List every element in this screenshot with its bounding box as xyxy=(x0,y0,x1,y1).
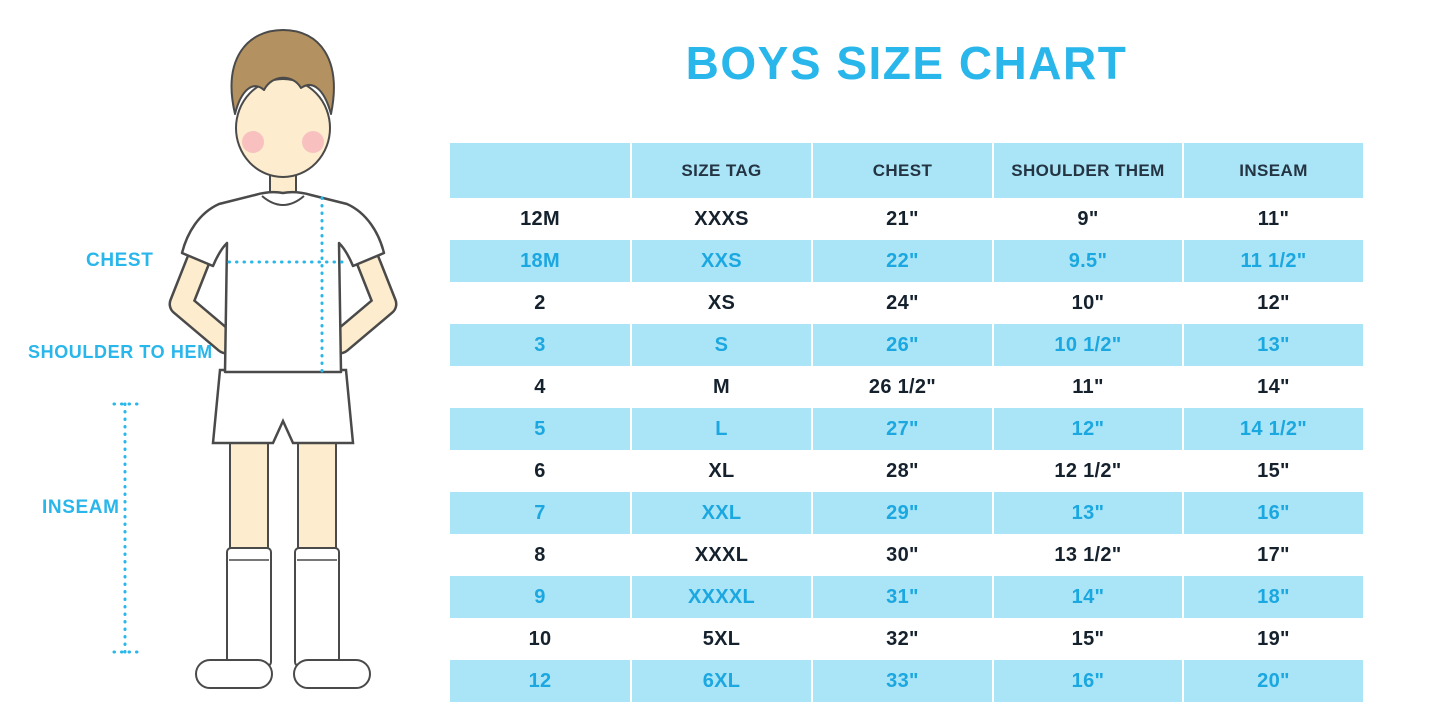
table-cell: 13" xyxy=(992,492,1183,534)
shorts xyxy=(211,368,355,445)
table-cell: 26 1/2" xyxy=(811,366,993,408)
size-table-header: SIZE TAG CHEST SHOULDER THEM INSEAM xyxy=(450,143,1363,198)
table-cell: 29" xyxy=(811,492,993,534)
table-cell: 9.5" xyxy=(992,240,1183,282)
table-cell: 33" xyxy=(811,660,993,702)
table-cell: 7 xyxy=(450,492,631,534)
collar xyxy=(261,195,305,206)
socks xyxy=(195,547,371,689)
measurement-diagram: CHEST SHOULDER TO HEM INSEAM xyxy=(0,0,450,723)
size-chart-section: BOYS SIZE CHART SIZE TAG CHEST SHOULDER TH… xyxy=(450,0,1363,723)
table-cell: 27" xyxy=(811,408,993,450)
table-cell: XXXXL xyxy=(630,576,812,618)
table-cell: 12 1/2" xyxy=(992,450,1183,492)
table-cell: 6 xyxy=(450,450,631,492)
table-cell: XXXL xyxy=(630,534,812,576)
table-cell: XXS xyxy=(630,240,812,282)
table-cell: 13" xyxy=(1182,324,1363,366)
table-cell: 24" xyxy=(811,282,993,324)
table-cell: L xyxy=(630,408,812,450)
table-row: 8 XXXL 30" 13 1/2" 17" xyxy=(450,534,1363,576)
table-cell: 16" xyxy=(1182,492,1363,534)
table-cell: 22" xyxy=(811,240,993,282)
table-cell: S xyxy=(630,324,812,366)
table-row: 12M XXXS 21" 9" 11" xyxy=(450,198,1363,240)
table-cell: 5XL xyxy=(630,618,812,660)
table-cell: 15" xyxy=(1182,450,1363,492)
table-cell: 20" xyxy=(1182,660,1363,702)
table-row: 18M XXS 22" 9.5" 11 1/2" xyxy=(450,240,1363,282)
column-header: INSEAM xyxy=(1182,143,1363,198)
left-foot xyxy=(195,659,273,689)
size-table: SIZE TAG CHEST SHOULDER THEM INSEAM 12M XXXS… xyxy=(450,143,1363,702)
table-cell: 10 1/2" xyxy=(992,324,1183,366)
table-cell: 17" xyxy=(1182,534,1363,576)
table-cell: 30" xyxy=(811,534,993,576)
table-cell: XL xyxy=(630,450,812,492)
table-row: 7 XXL 29" 13" 16" xyxy=(450,492,1363,534)
table-cell: 4 xyxy=(450,366,631,408)
face xyxy=(235,78,331,178)
column-header xyxy=(450,143,631,198)
chest-label: CHEST xyxy=(86,250,154,271)
table-cell: 3 xyxy=(450,324,631,366)
column-header: SHOULDER THEM xyxy=(992,143,1183,198)
table-cell: 26" xyxy=(811,324,993,366)
shoulder-to-hem-label: SHOULDER TO HEM xyxy=(28,342,213,362)
table-row: 10 5XL 32" 15" 19" xyxy=(450,618,1363,660)
size-table-body: 12M XXXS 21" 9" 11" 18M XXS 22" 9.5" 11 1/2" 2 XS 24… xyxy=(450,198,1363,702)
table-cell: XXL xyxy=(630,492,812,534)
table-cell: 12" xyxy=(992,408,1183,450)
table-cell: M xyxy=(630,366,812,408)
inseam-label: INSEAM xyxy=(42,497,120,518)
table-cell: 10" xyxy=(992,282,1183,324)
table-cell: 12M xyxy=(450,198,631,240)
table-row: 2 XS 24" 10" 12" xyxy=(450,282,1363,324)
table-cell: 14" xyxy=(1182,366,1363,408)
table-cell: 19" xyxy=(1182,618,1363,660)
table-cell: XS xyxy=(630,282,812,324)
table-cell: 31" xyxy=(811,576,993,618)
column-header: CHEST xyxy=(811,143,993,198)
table-row: 4 M 26 1/2" 11" 14" xyxy=(450,366,1363,408)
table-row: 3 S 26" 10 1/2" 13" xyxy=(450,324,1363,366)
table-cell: 12" xyxy=(1182,282,1363,324)
table-cell: 9" xyxy=(992,198,1183,240)
table-cell: 11" xyxy=(992,366,1183,408)
table-cell: 11" xyxy=(1182,198,1363,240)
boy-figure-illustration xyxy=(112,29,398,689)
table-cell: 15" xyxy=(992,618,1183,660)
table-row: 5 L 27" 12" 14 1/2" xyxy=(450,408,1363,450)
table-row: 9 XXXXL 31" 14" 18" xyxy=(450,576,1363,618)
left-cheek xyxy=(242,131,264,153)
table-cell: 14" xyxy=(992,576,1183,618)
table-cell: 16" xyxy=(992,660,1183,702)
table-cell: 5 xyxy=(450,408,631,450)
table-cell: 11 1/2" xyxy=(1182,240,1363,282)
table-row: 12 6XL 33" 16" 20" xyxy=(450,660,1363,702)
table-cell: 9 xyxy=(450,576,631,618)
table-cell: 18M xyxy=(450,240,631,282)
hair xyxy=(230,29,335,115)
page-title: BOYS SIZE CHART xyxy=(685,37,1128,89)
table-cell: 18" xyxy=(1182,576,1363,618)
table-cell: 21" xyxy=(811,198,993,240)
table-cell: 6XL xyxy=(630,660,812,702)
size-table-head-row: SIZE TAG CHEST SHOULDER THEM INSEAM xyxy=(450,143,1363,198)
table-cell: 14 1/2" xyxy=(1182,408,1363,450)
table-cell: 2 xyxy=(450,282,631,324)
table-cell: 12 xyxy=(450,660,631,702)
table-cell: 13 1/2" xyxy=(992,534,1183,576)
column-header: SIZE TAG xyxy=(630,143,812,198)
table-cell: 10 xyxy=(450,618,631,660)
table-cell: 32" xyxy=(811,618,993,660)
right-cheek xyxy=(302,131,324,153)
right-foot xyxy=(293,659,371,689)
tshirt xyxy=(180,190,386,374)
arms xyxy=(168,243,398,355)
table-row: 6 XL 28" 12 1/2" 15" xyxy=(450,450,1363,492)
table-cell: XXXS xyxy=(630,198,812,240)
table-cell: 8 xyxy=(450,534,631,576)
table-cell: 28" xyxy=(811,450,993,492)
